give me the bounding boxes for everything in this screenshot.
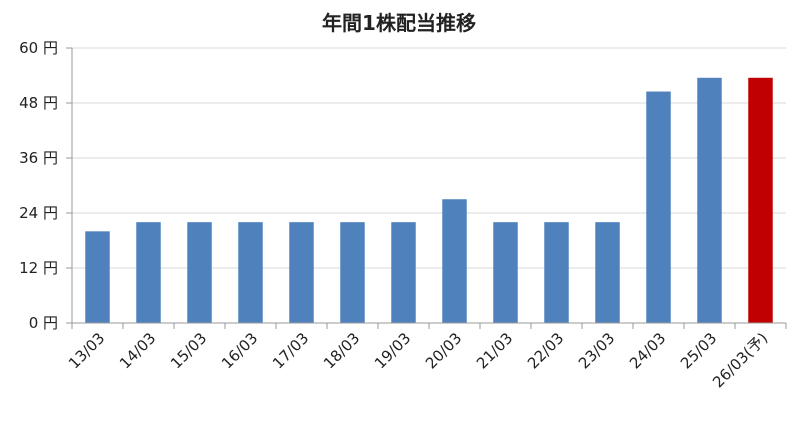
bar-12 xyxy=(697,77,722,324)
x-tick-label: 16/03 xyxy=(218,329,261,372)
x-tick-label: 25/03 xyxy=(677,329,720,372)
chart-title: 年間1株配当推移 xyxy=(322,11,476,35)
y-tick-label: 48 円 xyxy=(19,94,58,112)
y-tick-label: 0 円 xyxy=(29,314,58,332)
x-tick-label: 15/03 xyxy=(167,329,210,372)
bar-3 xyxy=(238,222,263,323)
x-tick-label: 26/03(予) xyxy=(709,329,771,391)
y-tick-label: 60 円 xyxy=(19,39,58,57)
bar-7 xyxy=(442,199,467,323)
x-tick-label: 23/03 xyxy=(575,329,618,372)
bar-6 xyxy=(391,222,416,323)
x-tick-label: 19/03 xyxy=(371,329,414,372)
gridlines xyxy=(66,47,786,324)
x-tick-label: 14/03 xyxy=(116,329,159,372)
y-tick-label: 36 円 xyxy=(19,149,58,167)
bar-5 xyxy=(340,222,365,323)
x-tick-label: 17/03 xyxy=(269,329,312,372)
y-tick-label: 12 円 xyxy=(19,259,58,277)
x-tick-labels: 13/03 14/03 15/03 16/03 17/03 18/03 19/03 20/03… xyxy=(65,329,771,391)
x-tick-label: 21/03 xyxy=(473,329,516,372)
bar-0 xyxy=(85,231,110,323)
x-tick-label: 24/03 xyxy=(626,329,669,372)
bar-11 xyxy=(646,91,671,324)
x-tick-label: 20/03 xyxy=(422,329,465,372)
bar-13 xyxy=(748,77,773,324)
axes xyxy=(71,48,786,324)
y-tick-label: 24 円 xyxy=(19,204,58,222)
bar-8 xyxy=(493,222,518,323)
bar-2 xyxy=(187,222,212,323)
y-tick-labels: 0 円 12 円 24 円 36 円 48 円 60 円 xyxy=(19,39,58,332)
x-tick-label: 22/03 xyxy=(524,329,567,372)
x-tick-label: 18/03 xyxy=(320,329,363,372)
x-tick-label: 13/03 xyxy=(65,329,108,372)
bar-4 xyxy=(289,222,314,323)
bar-1 xyxy=(136,222,161,323)
bars xyxy=(71,77,787,329)
bar-9 xyxy=(544,222,569,323)
bar-10 xyxy=(595,222,620,323)
